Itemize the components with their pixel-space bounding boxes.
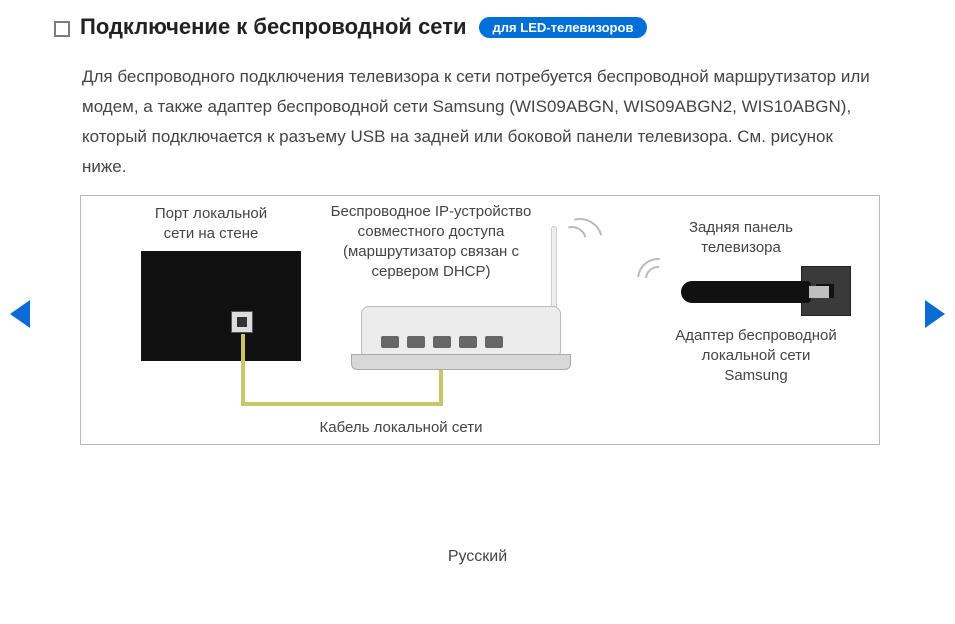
wifi-adapter-plug-icon [809,286,829,298]
lan-cable-label: Кабель локальной сети [291,418,511,438]
lan-jack-icon [231,311,253,333]
footer-language: Русский [0,548,955,566]
lan-cable-icon [241,402,441,406]
section-title: Подключение к беспроводной сети [80,14,467,40]
wifi-wave-icon [628,249,687,308]
router-label: Беспроводное IP-устройствосовместного до… [321,202,541,282]
section-header: Подключение к беспроводной сети для LED-… [54,14,647,40]
intro-paragraph: Для беспроводного подключения телевизора… [82,62,882,182]
led-tv-badge: для LED-телевизоров [479,17,648,38]
wiring-diagram: Порт локальнойсети на стене Беспроводное… [80,195,880,445]
wall-port-icon [141,251,301,361]
wifi-wave-icon [549,210,612,273]
tv-back-label: Задняя панельтелевизора [641,218,841,258]
wifi-adapter-icon [681,281,811,303]
wifi-adapter-label: Адаптер беспроводнойлокальной сетиSamsun… [651,326,861,386]
router-ports-icon [381,336,503,348]
lan-cable-icon [241,334,245,404]
router-base-icon [351,354,571,370]
next-page-button[interactable] [925,300,945,328]
router-icon [361,306,561,356]
lan-cable-icon [439,370,443,406]
page: Подключение к беспроводной сети для LED-… [0,0,955,624]
bullet-square-icon [54,21,70,37]
prev-page-button[interactable] [10,300,30,328]
wall-port-label: Порт локальнойсети на стене [141,204,281,244]
